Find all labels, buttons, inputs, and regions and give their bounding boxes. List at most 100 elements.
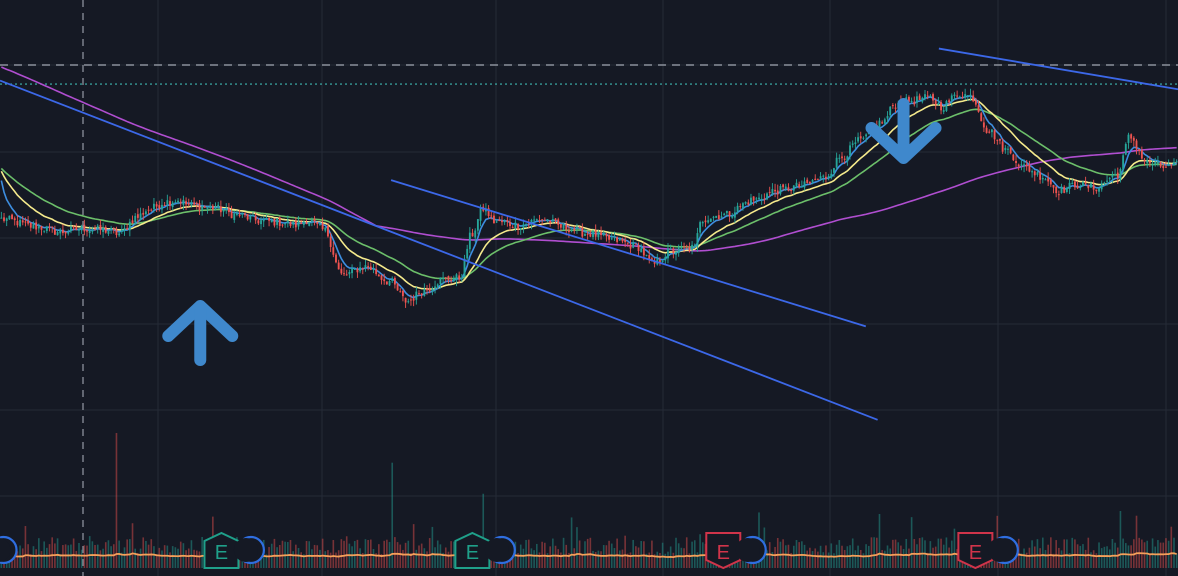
- candle-body[interactable]: [415, 291, 418, 300]
- candle-body[interactable]: [696, 233, 699, 247]
- candle-body[interactable]: [466, 248, 469, 259]
- candle-body[interactable]: [988, 131, 991, 133]
- candle-body[interactable]: [1092, 185, 1095, 190]
- candle-body[interactable]: [249, 216, 252, 220]
- candle-body[interactable]: [3, 217, 5, 221]
- candle-body[interactable]: [1007, 148, 1009, 150]
- candle-body[interactable]: [345, 274, 348, 276]
- candle-body[interactable]: [709, 218, 712, 222]
- candle-body[interactable]: [851, 143, 854, 145]
- candle-body[interactable]: [88, 230, 91, 233]
- candle-body[interactable]: [712, 216, 715, 218]
- candle-body[interactable]: [522, 224, 525, 228]
- candle-body[interactable]: [147, 209, 150, 211]
- candle-body[interactable]: [1090, 183, 1092, 188]
- candle-body[interactable]: [86, 230, 88, 232]
- candle-body[interactable]: [886, 116, 889, 119]
- candle-body[interactable]: [616, 237, 619, 243]
- candle-body[interactable]: [426, 288, 428, 291]
- candle-body[interactable]: [736, 205, 739, 212]
- candle-body[interactable]: [227, 208, 230, 213]
- candle-body[interactable]: [120, 229, 123, 232]
- candle-body[interactable]: [640, 248, 643, 253]
- candle-body[interactable]: [91, 230, 94, 232]
- candle-body[interactable]: [1039, 172, 1042, 180]
- candle-body[interactable]: [158, 205, 161, 209]
- candle-body[interactable]: [375, 269, 378, 275]
- candle-body[interactable]: [75, 226, 78, 231]
- candle-body[interactable]: [94, 228, 96, 230]
- candle-body[interactable]: [377, 274, 380, 277]
- candle-body[interactable]: [908, 96, 910, 102]
- candle-body[interactable]: [201, 206, 204, 211]
- candle-body[interactable]: [1015, 160, 1017, 164]
- candle-body[interactable]: [96, 225, 99, 229]
- candle-body[interactable]: [843, 158, 846, 160]
- candle-body[interactable]: [744, 202, 747, 204]
- candle-body[interactable]: [669, 248, 672, 250]
- candle-body[interactable]: [35, 222, 38, 230]
- candle-body[interactable]: [348, 272, 351, 275]
- candle-body[interactable]: [254, 216, 257, 221]
- candle-body[interactable]: [48, 226, 51, 228]
- candle-body[interactable]: [442, 277, 445, 279]
- candle-body[interactable]: [209, 206, 212, 209]
- candle-body[interactable]: [321, 223, 324, 230]
- candle-body[interactable]: [835, 157, 838, 168]
- candle-body[interactable]: [80, 225, 83, 231]
- candle-body[interactable]: [1063, 186, 1066, 193]
- candle-body[interactable]: [565, 224, 568, 230]
- candle-body[interactable]: [418, 293, 420, 295]
- candle-body[interactable]: [878, 120, 881, 128]
- candle-body[interactable]: [1106, 180, 1108, 182]
- candle-body[interactable]: [474, 230, 477, 238]
- candle-body[interactable]: [1162, 165, 1165, 168]
- candle-body[interactable]: [1100, 183, 1103, 190]
- candle-body[interactable]: [725, 210, 728, 214]
- candle-body[interactable]: [972, 95, 975, 102]
- candle-body[interactable]: [128, 221, 131, 231]
- candle-body[interactable]: [16, 221, 19, 226]
- candle-body[interactable]: [351, 268, 353, 274]
- candle-body[interactable]: [945, 101, 948, 111]
- candle-body[interactable]: [779, 185, 782, 194]
- candle-body[interactable]: [996, 139, 999, 141]
- candle-body[interactable]: [396, 284, 399, 291]
- candle-body[interactable]: [278, 217, 281, 226]
- candle-body[interactable]: [372, 268, 375, 270]
- candle-body[interactable]: [557, 219, 560, 225]
- candle-body[interactable]: [203, 206, 206, 208]
- candle-body[interactable]: [399, 291, 402, 293]
- candle-body[interactable]: [1047, 178, 1050, 182]
- candle-body[interactable]: [190, 202, 193, 206]
- candle-body[interactable]: [964, 94, 967, 98]
- candle-body[interactable]: [999, 138, 1001, 141]
- candle-body[interactable]: [83, 224, 86, 232]
- candle-body[interactable]: [302, 221, 305, 225]
- candle-body[interactable]: [490, 215, 493, 217]
- candle-body[interactable]: [166, 200, 169, 205]
- candle-body[interactable]: [758, 197, 760, 200]
- candle-body[interactable]: [822, 175, 825, 177]
- candle-body[interactable]: [752, 196, 755, 201]
- candle-body[interactable]: [859, 136, 862, 139]
- candle-body[interactable]: [1012, 154, 1015, 161]
- candle-body[interactable]: [792, 185, 795, 191]
- candle-body[interactable]: [1159, 162, 1162, 167]
- candle-body[interactable]: [257, 220, 260, 224]
- candle-body[interactable]: [546, 219, 549, 221]
- candle-body[interactable]: [747, 202, 750, 205]
- candle-body[interactable]: [107, 230, 110, 234]
- candle-body[interactable]: [501, 220, 503, 223]
- candle-body[interactable]: [319, 224, 321, 226]
- candle-body[interactable]: [11, 214, 13, 220]
- candle-body[interactable]: [707, 220, 710, 223]
- candle-body[interactable]: [766, 193, 768, 200]
- candle-body[interactable]: [763, 198, 766, 200]
- candle-body[interactable]: [1154, 161, 1157, 165]
- candle-body[interactable]: [268, 217, 270, 221]
- candle-body[interactable]: [8, 215, 11, 220]
- candle-body[interactable]: [284, 223, 287, 225]
- candle-body[interactable]: [567, 230, 570, 232]
- candle-body[interactable]: [924, 94, 926, 99]
